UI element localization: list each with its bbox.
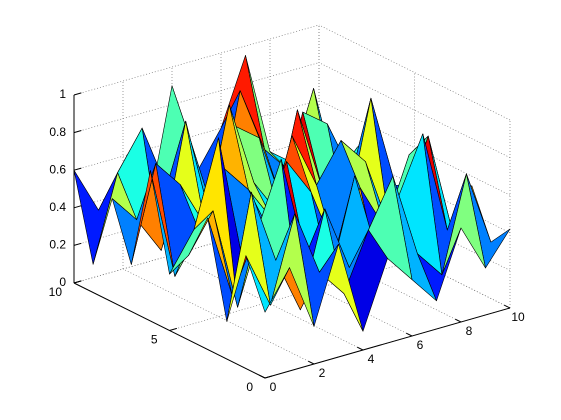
- y-tick: [169, 327, 177, 331]
- z-tick-label: 1: [59, 87, 66, 101]
- grid-line: [73, 99, 320, 171]
- grid-line: [318, 62, 511, 158]
- z-tick: [73, 167, 82, 171]
- x-tick: [308, 360, 315, 365]
- z-tick-label: 0.2: [49, 238, 66, 252]
- z-tick-label: 0.4: [49, 200, 66, 214]
- x-tick: [357, 346, 364, 351]
- x-axis: [264, 307, 511, 379]
- surface-face: [73, 169, 118, 265]
- y-tick-label: 0: [246, 380, 253, 394]
- z-tick-label: 0.8: [49, 125, 66, 139]
- x-tick-label: 10: [511, 310, 525, 324]
- z-tick: [73, 92, 82, 96]
- z-tick-label: 0: [59, 275, 66, 289]
- grid-line: [318, 99, 511, 196]
- z-tick: [73, 280, 82, 284]
- grid-line: [122, 268, 315, 365]
- y-tick: [264, 375, 273, 379]
- y-tick-label: 10: [49, 285, 63, 299]
- x-tick-label: 0: [270, 380, 277, 394]
- x-tick: [259, 374, 266, 379]
- x-tick: [504, 304, 511, 309]
- x-tick: [406, 332, 413, 337]
- z-tick: [73, 130, 82, 134]
- x-tick: [455, 318, 462, 323]
- x-tick-label: 2: [319, 366, 326, 380]
- grid-line: [318, 24, 511, 121]
- y-tick-label: 5: [151, 333, 158, 347]
- x-tick-label: 6: [417, 338, 424, 352]
- grid-line: [73, 212, 320, 284]
- grid-line: [73, 24, 320, 96]
- x-tick-label: 8: [466, 324, 473, 338]
- grid-line: [169, 260, 415, 331]
- grid-line: [73, 62, 320, 133]
- grid-line: [171, 254, 364, 351]
- x-tick-label: 4: [368, 352, 375, 366]
- grid-line: [73, 175, 320, 246]
- surface-face: [245, 255, 290, 313]
- z-tick: [73, 242, 82, 246]
- z-tick-label: 0.6: [49, 162, 66, 176]
- z-tick: [73, 205, 82, 209]
